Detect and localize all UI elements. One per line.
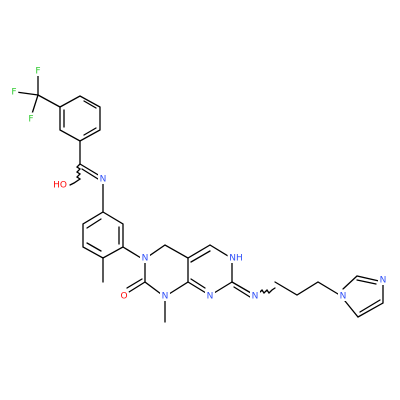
atom-label: N xyxy=(100,175,107,185)
atom-label: N xyxy=(207,292,214,302)
atom-label: F xyxy=(28,115,33,125)
atom-label: N xyxy=(380,276,387,286)
atom-label: O xyxy=(120,292,127,302)
atom-label: N xyxy=(340,292,347,302)
bonds xyxy=(15,72,384,323)
atom-labels: F F F HO N N N O N N NH N N xyxy=(9,64,389,304)
atom-label: HO xyxy=(53,181,67,191)
atom-label: N xyxy=(162,292,169,302)
atom-label: F xyxy=(35,67,40,77)
atom-label: N xyxy=(252,292,259,302)
atom-label: F xyxy=(11,88,16,98)
atom-label: N xyxy=(142,254,149,264)
atom-label: NH xyxy=(229,254,243,264)
